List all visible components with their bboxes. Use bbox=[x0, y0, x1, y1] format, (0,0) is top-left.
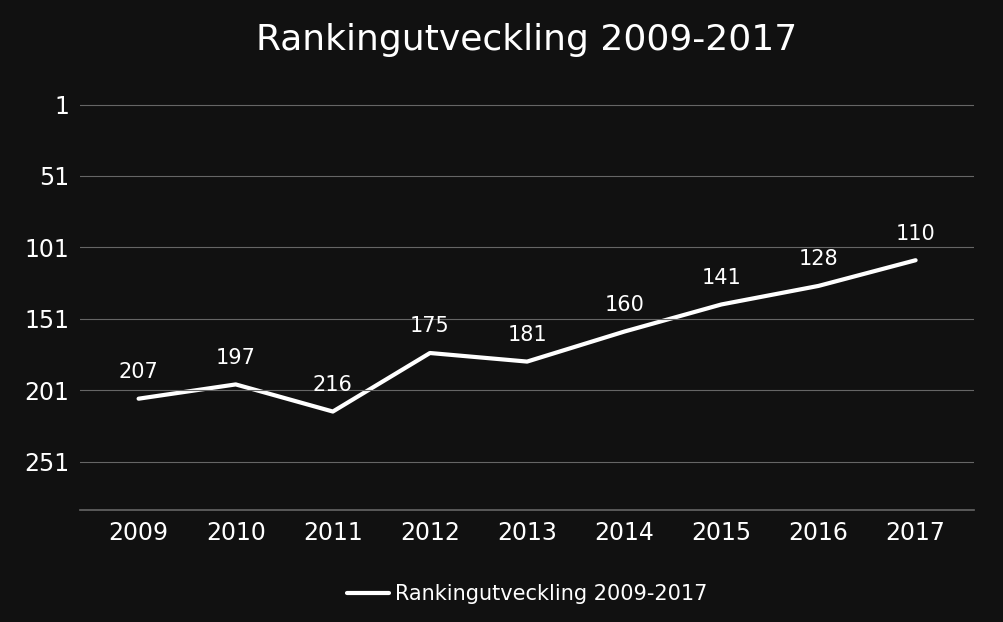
Rankingutveckling 2009-2017 bbox=[618, 328, 630, 335]
Rankingutveckling 2009-2017 bbox=[230, 381, 242, 388]
Text: 160: 160 bbox=[604, 295, 644, 315]
Text: 216: 216 bbox=[313, 375, 352, 395]
Rankingutveckling 2009-2017 bbox=[811, 282, 823, 290]
Rankingutveckling 2009-2017 bbox=[132, 395, 144, 402]
Legend: Rankingutveckling 2009-2017: Rankingutveckling 2009-2017 bbox=[338, 576, 715, 613]
Text: 197: 197 bbox=[216, 348, 256, 368]
Rankingutveckling 2009-2017 bbox=[423, 350, 435, 357]
Text: 141: 141 bbox=[701, 268, 740, 288]
Text: 175: 175 bbox=[409, 317, 449, 337]
Text: 128: 128 bbox=[797, 249, 838, 269]
Line: Rankingutveckling 2009-2017: Rankingutveckling 2009-2017 bbox=[138, 260, 915, 412]
Text: 110: 110 bbox=[895, 223, 935, 244]
Title: Rankingutveckling 2009-2017: Rankingutveckling 2009-2017 bbox=[256, 22, 797, 57]
Rankingutveckling 2009-2017 bbox=[909, 256, 921, 264]
Rankingutveckling 2009-2017 bbox=[714, 301, 726, 309]
Text: 181: 181 bbox=[507, 325, 547, 345]
Rankingutveckling 2009-2017 bbox=[327, 408, 339, 415]
Text: 207: 207 bbox=[118, 362, 158, 382]
Rankingutveckling 2009-2017 bbox=[521, 358, 533, 365]
